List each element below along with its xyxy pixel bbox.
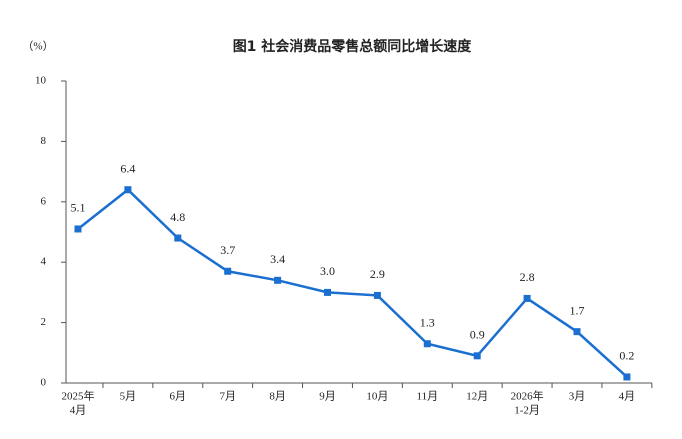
x-tick-label: 3月: [569, 391, 586, 403]
point: [174, 234, 182, 242]
y-tick-label: 2: [41, 316, 47, 328]
point: [324, 288, 331, 296]
point: [74, 225, 82, 233]
data-label: 1.3: [420, 315, 435, 329]
point: [523, 294, 531, 302]
series-line: [77, 188, 628, 378]
x-tick-label: 10月: [366, 391, 388, 403]
data-label: 6.4: [120, 161, 135, 175]
x-tick-label: 2025年: [62, 389, 95, 403]
x-tick-label: 4月: [619, 391, 636, 403]
data-label: 1.7: [570, 303, 585, 317]
point: [124, 186, 132, 194]
x-tick-label: 7月: [219, 391, 236, 403]
x-tick-label: 11月: [417, 391, 439, 403]
y-tick-label: 10: [35, 75, 47, 87]
data-label: 0.2: [619, 349, 634, 363]
data-label: 5.1: [71, 201, 86, 215]
point: [423, 340, 431, 348]
data-label: 0.9: [470, 328, 485, 342]
x-tick-label: 2026年: [511, 389, 544, 403]
x-tick-label: 1-2月: [514, 405, 540, 417]
y-tick-label: 4: [41, 256, 47, 268]
data-label: 3.0: [320, 264, 335, 278]
x-tick-label: 8月: [269, 391, 286, 403]
data-label: 2.9: [370, 267, 385, 281]
data-label: 3.7: [220, 243, 235, 257]
point: [623, 373, 631, 381]
y-unit: （%）: [22, 40, 53, 53]
chart-title: 图1 社会消费品零售总额同比增长速度: [233, 38, 473, 55]
x-tick-label: 4月: [70, 405, 87, 417]
y-tick-label: 8: [41, 135, 47, 147]
x-tick-label: 12月: [466, 391, 488, 403]
point: [573, 328, 581, 336]
point: [274, 276, 282, 284]
point: [373, 291, 381, 299]
x-tick-label: 6月: [170, 391, 187, 403]
data-label: 2.8: [520, 270, 535, 284]
y-tick-label: 6: [41, 195, 47, 207]
point: [224, 267, 232, 275]
y-tick-label: 0: [41, 377, 47, 389]
data-label: 4.8: [170, 210, 185, 224]
x-tick-label: 5月: [120, 391, 137, 403]
data-label: 3.4: [270, 252, 285, 266]
x-tick-label: 9月: [319, 391, 336, 403]
point: [473, 352, 481, 360]
